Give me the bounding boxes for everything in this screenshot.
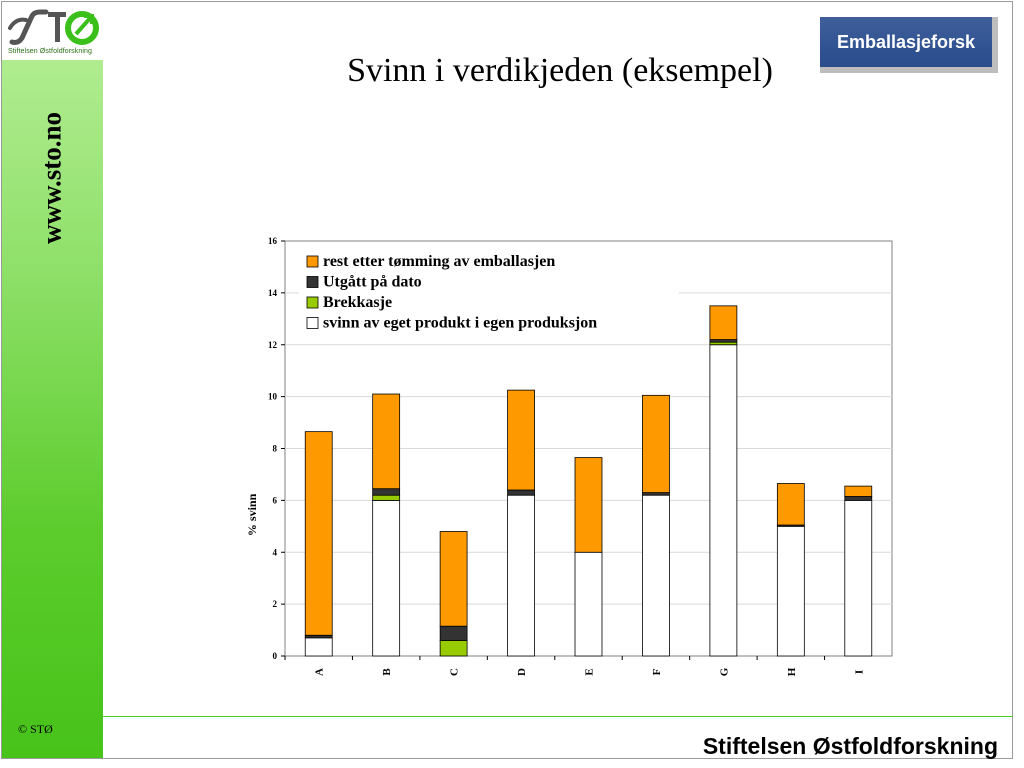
x-tick-label: H: [786, 667, 798, 676]
y-tick-label: 0: [273, 651, 278, 661]
bar-segment: [507, 494, 535, 657]
x-tick-label: A: [314, 668, 326, 676]
x-tick-label: C: [449, 668, 461, 676]
y-tick-label: 8: [273, 444, 278, 454]
brand-label: Emballasjeforsk: [820, 17, 992, 67]
bar-segment: [574, 551, 603, 657]
y-tick-label: 12: [268, 340, 278, 350]
bar-segment: [642, 494, 670, 657]
brand-logo: Emballasjeforsk: [820, 17, 998, 73]
legend-box: [299, 251, 679, 339]
bar-segment: [372, 488, 401, 496]
website-url: www.sto.no: [36, 111, 67, 245]
legend-label: Brekkasje: [323, 294, 392, 311]
y-axis-label: % svinn: [245, 493, 259, 536]
bar-segment: [574, 457, 603, 553]
bar-segment: [507, 389, 535, 491]
slide-frame: [1, 1, 1013, 759]
legend-swatch: [306, 276, 319, 288]
y-tick-label: 6: [273, 495, 278, 505]
legend-label: rest etter tømming av emballasjen: [323, 253, 555, 270]
copyright-label: © STØ: [18, 722, 53, 736]
bar-segment: [844, 496, 873, 501]
bar-segment: [439, 640, 468, 657]
sidebar: [2, 2, 103, 758]
legend-label: Utgått på dato: [323, 274, 422, 291]
bar-segment: [709, 305, 738, 340]
bar-segment: [372, 393, 401, 490]
bar-segment: [776, 483, 805, 526]
x-tick-label: G: [718, 667, 730, 676]
sto-logo-icon: [8, 9, 99, 45]
y-tick-label: 16: [268, 236, 278, 246]
y-tick-label: 4: [273, 547, 278, 557]
bar-segment: [844, 499, 873, 657]
footer-divider: [103, 716, 1013, 717]
x-tick-label: E: [584, 668, 596, 675]
bar-segment: [372, 494, 401, 501]
bar-segment: [507, 489, 535, 496]
bar-segment: [439, 625, 468, 641]
bar-segment: [844, 485, 873, 497]
bar-segment: [776, 525, 805, 657]
logo-subtitle: Stiftelsen Østfoldforskning: [8, 48, 93, 55]
bar-segment: [304, 637, 333, 657]
legend-swatch: [306, 317, 319, 329]
y-tick-label: 10: [268, 392, 278, 402]
x-tick-label: I: [853, 670, 865, 674]
y-tick-label: 14: [268, 288, 278, 298]
bar-segment: [709, 344, 738, 657]
y-tick-label: 2: [273, 599, 278, 609]
bar-segment: [304, 431, 333, 636]
slide-title: Svinn i verdikjeden (eksempel): [347, 52, 773, 89]
legend-label: svinn av eget produkt i egen produksjon: [323, 315, 597, 332]
footer-org-name: Stiftelsen Østfoldforskning: [702, 733, 998, 759]
logo: Stiftelsen Østfoldforskning: [2, 2, 103, 60]
legend-swatch: [306, 255, 319, 268]
bar-segment: [372, 499, 401, 657]
bar-segment: [642, 394, 670, 493]
legend-swatch: [306, 296, 319, 309]
x-tick-label: D: [516, 668, 528, 676]
x-tick-label: F: [651, 668, 663, 675]
x-tick-label: B: [381, 668, 393, 676]
bar-segment: [439, 531, 468, 627]
